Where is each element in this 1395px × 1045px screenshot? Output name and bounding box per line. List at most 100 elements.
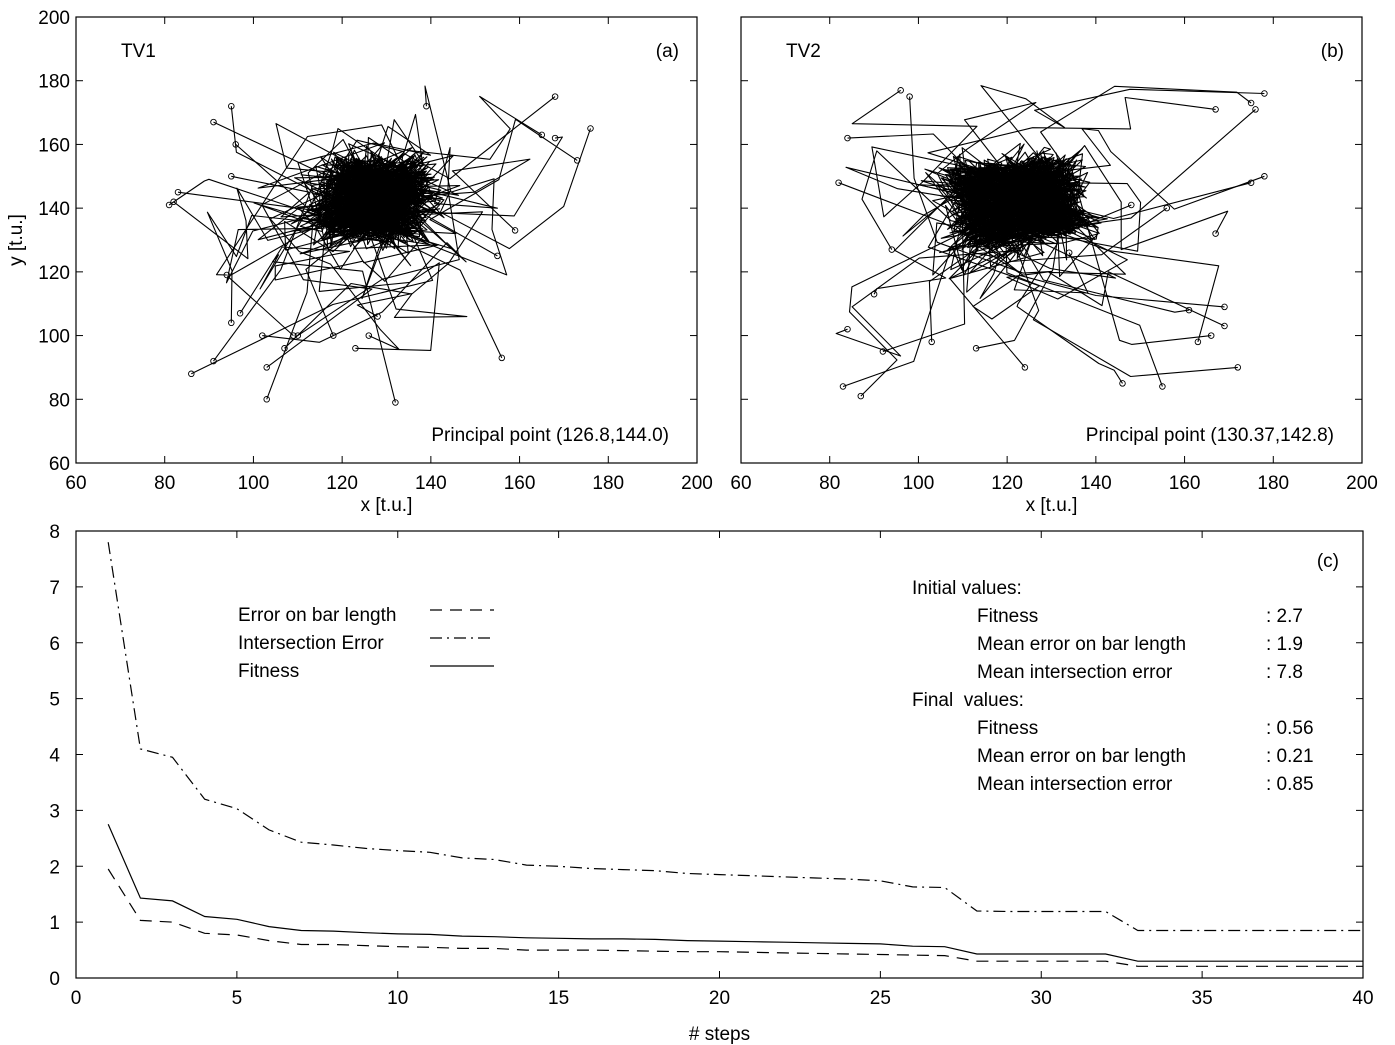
principal-point-annotation-a: Principal point (126.8,144.0) — [431, 425, 669, 446]
start-point-a-27 — [587, 125, 594, 132]
y-tick-label-a-4: 140 — [38, 199, 70, 220]
start-point-a-31 — [423, 102, 430, 110]
start-point-b-17 — [1163, 204, 1171, 212]
start-point-b-20 — [1207, 332, 1215, 339]
start-point-a-11 — [281, 345, 288, 352]
start-point-b-19 — [1194, 338, 1202, 346]
x-tick-label-b-3: 120 — [991, 473, 1023, 494]
x-axis-label-b: x [t.u.] — [1026, 495, 1078, 516]
start-point-b-25 — [1247, 99, 1255, 107]
x-tick-label-c-6: 30 — [1031, 988, 1052, 1009]
start-point-a-17 — [294, 332, 302, 339]
y-tick-label-c-4: 4 — [49, 746, 60, 767]
x-tick-label-c-7: 35 — [1192, 988, 1213, 1009]
start-point-a-13 — [263, 364, 270, 371]
x-tick-label-c-4: 20 — [709, 988, 730, 1009]
panel-label-c: (c) — [1317, 551, 1339, 572]
start-point-a-24 — [494, 252, 501, 260]
start-point-a-6 — [228, 173, 235, 180]
start-point-b-30 — [1234, 364, 1242, 371]
start-point-b-4 — [888, 246, 896, 253]
start-point-b-11 — [972, 345, 980, 352]
legend-label-2: Fitness — [238, 661, 299, 682]
start-point-b-14 — [1119, 380, 1126, 387]
legend: Error on bar length Intersection Error Fit… — [238, 605, 494, 682]
start-point-b-3 — [835, 179, 842, 186]
x-tick-label-a-5: 160 — [504, 473, 536, 494]
start-point-b-7 — [839, 383, 847, 390]
start-point-a-1 — [210, 118, 217, 126]
info-block: Initial values: Fitness: 2.7 Mean error on… — [912, 578, 1314, 795]
start-point-a-2 — [232, 141, 239, 148]
y-tick-label-a-1: 80 — [49, 390, 70, 411]
start-point-b-27 — [1261, 90, 1268, 97]
start-point-a-19 — [352, 345, 359, 352]
info-final-label-2: Mean intersection error — [977, 774, 1173, 795]
y-tick-label-c-5: 5 — [49, 690, 60, 711]
x-tick-label-a-2: 100 — [238, 473, 270, 494]
x-tick-label-c-3: 15 — [548, 988, 569, 1009]
start-point-a-7 — [223, 271, 231, 279]
start-point-a-5 — [174, 188, 182, 196]
start-point-a-21 — [374, 313, 381, 320]
panel-label-a: (a) — [656, 41, 679, 62]
series-line-fitness — [107, 824, 1363, 962]
info-final-value-2: : 0.85 — [1266, 774, 1314, 795]
y-tick-label-a-3: 120 — [38, 263, 70, 284]
x-axis-label-c: # steps — [689, 1024, 750, 1045]
start-point-b-28 — [1261, 173, 1268, 180]
start-point-a-9 — [228, 319, 235, 327]
y-tick-label-c-2: 2 — [49, 857, 60, 878]
info-final-label-0: Fitness — [977, 718, 1038, 739]
start-point-a-16 — [263, 396, 270, 403]
series-line-error-on-bar-length — [107, 868, 1363, 967]
info-final-label-1: Mean error on bar length — [977, 746, 1186, 767]
plot-frame-b — [740, 16, 1363, 464]
start-point-b-26 — [1252, 106, 1259, 113]
panel-title-b: TV2 — [786, 41, 821, 62]
x-tick-label-b-5: 160 — [1169, 473, 1201, 494]
info-initial-label-1: Mean error on bar length — [977, 634, 1186, 655]
start-point-b-10 — [928, 338, 935, 346]
plot-frame-a — [75, 16, 698, 464]
info-final-value-0: : 0.56 — [1266, 718, 1314, 739]
start-point-a-4 — [165, 201, 173, 209]
panel-a: 60 80 100 120 140 160 180 200 60 80 100 120 140 160 18… — [6, 8, 713, 516]
y-axis-label-a: y [t.u.] — [6, 214, 27, 266]
info-initial-value-2: : 7.8 — [1266, 662, 1303, 683]
start-point-b-23 — [1221, 322, 1228, 330]
start-point-b-24 — [1212, 106, 1219, 113]
info-initial-value-0: : 2.7 — [1266, 606, 1303, 627]
principal-point-annotation-b: Principal point (130.37,142.8) — [1086, 425, 1334, 446]
start-point-b-13 — [1065, 249, 1073, 256]
y-tick-label-a-0: 60 — [49, 454, 70, 475]
start-point-b-29 — [1247, 179, 1255, 186]
start-point-b-18 — [1185, 306, 1193, 314]
y-tick-label-c-0: 0 — [49, 969, 60, 990]
y-tick-label-c-1: 1 — [49, 913, 60, 934]
start-point-b-16 — [1159, 383, 1166, 390]
panel-c: 0 5 10 15 20 25 30 35 40 0 1 2 3 4 5 6 7 8 # steps (c) Error… — [49, 522, 1373, 1045]
x-tick-label-b-2: 100 — [903, 473, 935, 494]
x-tick-label-c-0: 0 — [71, 988, 82, 1009]
x-tick-label-a-1: 80 — [154, 473, 175, 494]
info-initial-label-2: Mean intersection error — [977, 662, 1173, 683]
start-point-a-25 — [511, 227, 519, 234]
start-point-b-8 — [857, 392, 865, 400]
info-initial-label-0: Fitness — [977, 606, 1038, 627]
info-initial-value-1: : 1.9 — [1266, 634, 1303, 655]
start-point-b-22 — [1221, 303, 1228, 311]
start-point-a-20 — [365, 332, 373, 339]
start-point-a-14 — [210, 357, 217, 365]
x-tick-label-c-8: 40 — [1352, 988, 1373, 1009]
start-point-b-12 — [1021, 364, 1029, 371]
trajectory-a-31 — [290, 85, 508, 276]
x-tick-label-c-1: 5 — [232, 988, 243, 1009]
legend-label-0: Error on bar length — [238, 605, 396, 626]
y-tick-label-a-2: 100 — [38, 327, 70, 348]
start-point-b-9 — [879, 348, 887, 355]
x-tick-label-b-0: 60 — [730, 473, 751, 494]
trajectory-b-30 — [845, 159, 1238, 378]
panel-b: 60 80 100 120 140 160 180 200 x [t.u.] TV2 (b) Prin… — [730, 16, 1378, 516]
